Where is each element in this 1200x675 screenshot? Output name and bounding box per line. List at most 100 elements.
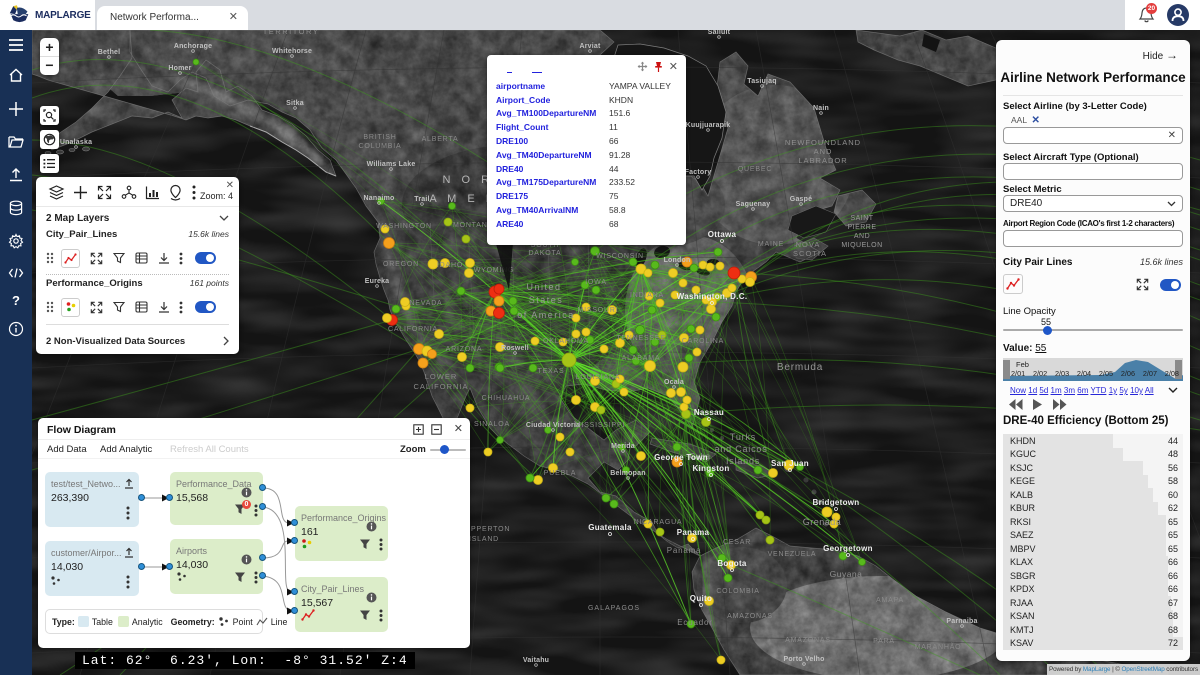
svg-text:Quito: Quito	[690, 594, 712, 603]
svg-text:Williams Lake: Williams Lake	[367, 161, 416, 168]
svg-text:Guatemala: Guatemala	[588, 523, 632, 532]
svg-text:WASHINGTON: WASHINGTON	[376, 223, 432, 230]
svg-text:AND: AND	[814, 147, 833, 156]
svg-text:BRITISH: BRITISH	[363, 134, 396, 141]
svg-text:Sitka: Sitka	[286, 100, 304, 107]
svg-text:LABRADOR: LABRADOR	[798, 156, 847, 165]
svg-text:OKLAHOMA: OKLAHOMA	[543, 338, 589, 345]
svg-text:San Juan: San Juan	[771, 459, 809, 468]
svg-text:CLIPPERTON: CLIPPERTON	[458, 526, 510, 533]
svg-text:TEXAS: TEXAS	[538, 368, 565, 375]
svg-text:Panama: Panama	[667, 546, 702, 555]
svg-text:MISSOURI: MISSOURI	[577, 307, 618, 314]
svg-text:WYOMING: WYOMING	[474, 267, 515, 274]
svg-text:COLOMBIA: COLOMBIA	[716, 588, 759, 595]
svg-text:AMAPA: AMAPA	[876, 597, 904, 604]
svg-text:SCOTIA: SCOTIA	[793, 249, 827, 258]
svg-text:Cuba: Cuba	[689, 452, 710, 461]
svg-text:Tasiujaq: Tasiujaq	[747, 78, 776, 85]
svg-text:CALIFORNIA: CALIFORNIA	[388, 326, 438, 333]
svg-text:MISSISSIPPI: MISSISSIPPI	[575, 422, 625, 429]
svg-text:Roswell: Roswell	[501, 345, 529, 352]
svg-text:Grenada: Grenada	[803, 517, 842, 527]
svg-text:LOWER: LOWER	[425, 372, 458, 381]
svg-text:Bogota: Bogota	[717, 559, 747, 568]
svg-text:Vaitahu: Vaitahu	[523, 657, 549, 664]
svg-text:Georgetown: Georgetown	[823, 544, 873, 553]
svg-text:Arviat: Arviat	[579, 43, 601, 50]
svg-text:INDIANA: INDIANA	[630, 292, 664, 299]
svg-text:CAROLINA: CAROLINA	[682, 338, 724, 345]
svg-text:WISCONSIN: WISCONSIN	[596, 253, 644, 260]
svg-text:London: London	[664, 257, 691, 264]
svg-text:Bridgetown: Bridgetown	[813, 498, 860, 507]
svg-text:Guyana: Guyana	[830, 569, 863, 579]
svg-text:ISLAND: ISLAND	[469, 536, 499, 543]
svg-text:Gaspé: Gaspé	[790, 196, 812, 203]
svg-text:Ottawa: Ottawa	[708, 230, 737, 239]
svg-text:Turks: Turks	[730, 432, 756, 442]
svg-text:and Caicos: and Caicos	[714, 444, 767, 454]
svg-text:PIERRE: PIERRE	[847, 224, 876, 231]
svg-text:Ocala: Ocala	[664, 379, 684, 386]
svg-text:Nanaimo: Nanaimo	[364, 195, 395, 202]
svg-text:LOUISIANA: LOUISIANA	[576, 374, 621, 381]
svg-text:SINALOA: SINALOA	[474, 421, 510, 428]
svg-text:Unalaska: Unalaska	[60, 139, 92, 146]
svg-text:Bermuda: Bermuda	[777, 362, 823, 373]
svg-text:NICARAGUA: NICARAGUA	[634, 519, 683, 526]
svg-text:Islands: Islands	[726, 456, 760, 466]
svg-text:Parnaiba: Parnaiba	[946, 618, 977, 625]
svg-text:AMAZONAS: AMAZONAS	[785, 637, 831, 644]
svg-text:COLUMBIA: COLUMBIA	[359, 143, 402, 150]
svg-text:CHIHUAHUA: CHIHUAHUA	[482, 395, 531, 402]
svg-text:Trail: Trail	[414, 196, 429, 203]
svg-text:QUEBEC: QUEBEC	[738, 166, 772, 173]
svg-text:MARANHÃO: MARANHÃO	[915, 642, 962, 651]
svg-text:Nassau: Nassau	[694, 408, 724, 417]
svg-text:Porto Velho: Porto Velho	[783, 656, 824, 663]
svg-text:George Town: George Town	[654, 453, 708, 462]
svg-text:MONTANA: MONTANA	[453, 222, 493, 229]
svg-text:IOWA: IOWA	[585, 279, 607, 286]
svg-text:ARIZONA: ARIZONA	[446, 346, 483, 353]
svg-text:NEWFOUNDLAND: NEWFOUNDLAND	[785, 138, 861, 147]
svg-text:CALIFORNIA: CALIFORNIA	[413, 382, 468, 391]
svg-text:Panama: Panama	[677, 528, 710, 537]
svg-text:TENNESSEE: TENNESSEE	[616, 335, 666, 342]
svg-text:CESAR: CESAR	[723, 539, 751, 546]
svg-text:Belmopan: Belmopan	[610, 470, 645, 477]
svg-text:MIQUELON: MIQUELON	[841, 242, 882, 249]
svg-text:United: United	[526, 282, 561, 292]
svg-text:Ciudad Victoria: Ciudad Victoria	[526, 422, 580, 429]
svg-text:States: States	[529, 295, 564, 305]
svg-text:DAKOTA: DAKOTA	[528, 250, 561, 257]
svg-text:Bethel: Bethel	[98, 49, 121, 56]
svg-text:Factory: Factory	[685, 169, 712, 176]
svg-text:of America: of America	[517, 310, 575, 320]
svg-text:Salluit: Salluit	[708, 30, 731, 36]
svg-text:TERRITORY: TERRITORY	[263, 30, 320, 36]
svg-text:Kuujjuarapik: Kuujjuarapik	[686, 122, 731, 129]
svg-text:Anchorage: Anchorage	[174, 43, 212, 50]
svg-text:ALABAMA: ALABAMA	[622, 355, 661, 362]
svg-text:Kingston: Kingston	[692, 464, 729, 473]
svg-text:PUEBLA: PUEBLA	[544, 470, 576, 477]
svg-text:ALBERTA: ALBERTA	[422, 136, 459, 143]
svg-text:SAINT: SAINT	[850, 215, 873, 222]
svg-text:Homer: Homer	[168, 65, 191, 72]
svg-text:Nain: Nain	[813, 105, 829, 112]
svg-text:GALAPAGOS: GALAPAGOS	[588, 605, 640, 612]
svg-text:Ecuador: Ecuador	[677, 618, 712, 627]
svg-text:SOUTH: SOUTH	[531, 242, 560, 249]
svg-text:IDAHO: IDAHO	[437, 262, 463, 269]
svg-text:NEVADA: NEVADA	[409, 300, 442, 307]
svg-text:NOVA: NOVA	[796, 240, 821, 249]
svg-text:Washington, D.C.: Washington, D.C.	[677, 292, 748, 301]
svg-text:Whitehorse: Whitehorse	[272, 48, 312, 55]
svg-text:PARA: PARA	[873, 638, 895, 645]
svg-text:Eureka: Eureka	[365, 278, 390, 285]
svg-text:VENEZUELA: VENEZUELA	[768, 551, 817, 558]
svg-text:OREGON: OREGON	[383, 261, 419, 268]
svg-text:MAINE: MAINE	[758, 241, 784, 248]
